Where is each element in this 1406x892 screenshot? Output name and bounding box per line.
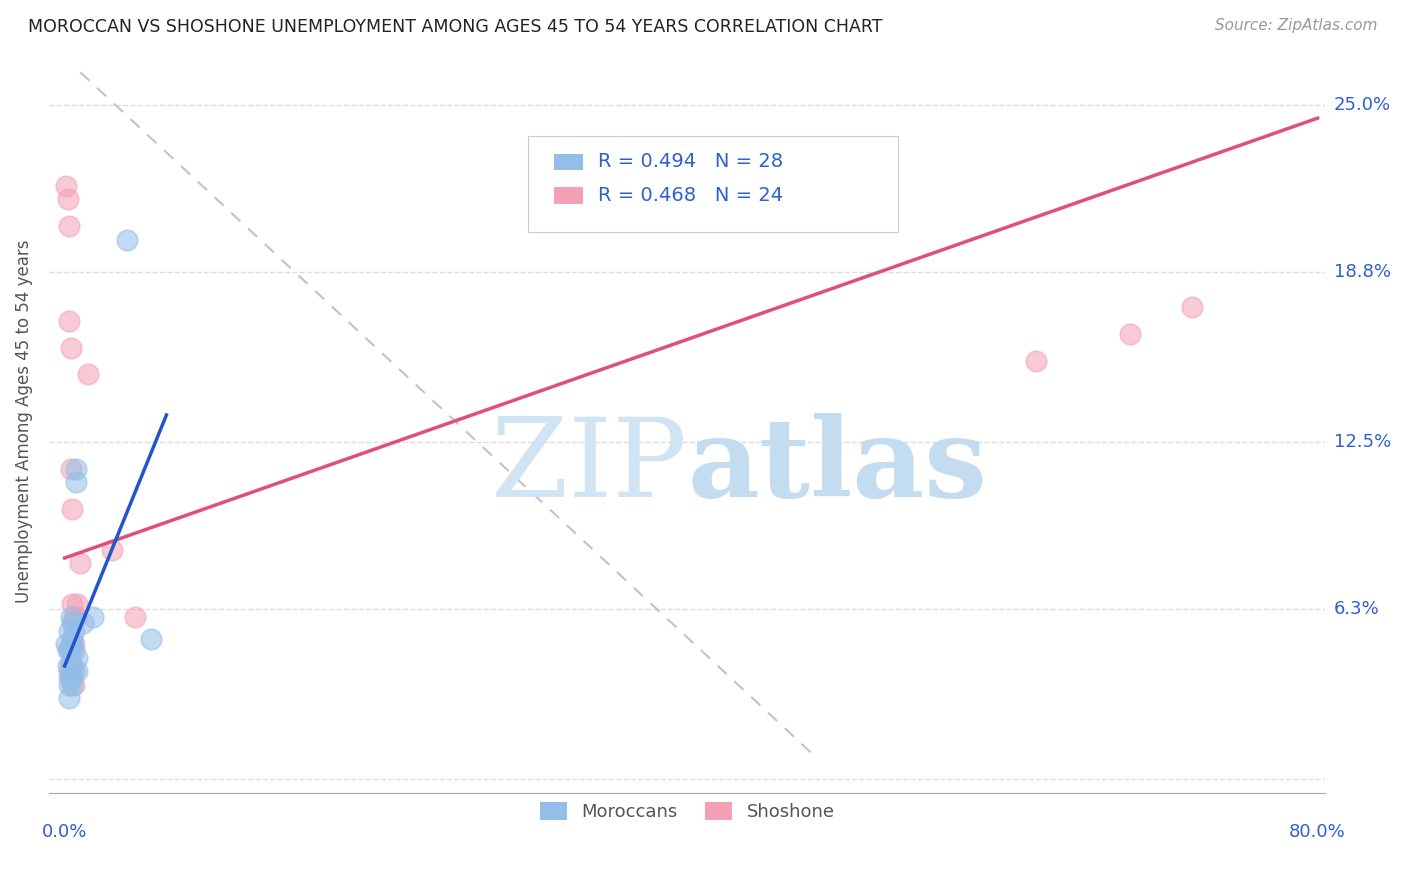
Text: MOROCCAN VS SHOSHONE UNEMPLOYMENT AMONG AGES 45 TO 54 YEARS CORRELATION CHART: MOROCCAN VS SHOSHONE UNEMPLOYMENT AMONG … [28,18,883,36]
Point [62,615,84,630]
Point [58,624,80,638]
Point [124,610,146,624]
Point [58,665,80,679]
Text: ZIP: ZIP [491,413,688,520]
Point [1025,354,1047,368]
Point [66,597,89,611]
Point [58,678,80,692]
Legend: Moroccans, Shoshone: Moroccans, Shoshone [533,795,842,829]
Point [59,642,82,657]
Point [66,665,89,679]
Point [62,670,84,684]
Point [72,615,94,630]
FancyBboxPatch shape [554,187,582,203]
Text: Source: ZipAtlas.com: Source: ZipAtlas.com [1215,18,1378,33]
Point [139,632,162,646]
Point [1118,326,1140,341]
Point [62,597,84,611]
Point [59,462,82,476]
FancyBboxPatch shape [554,153,582,170]
Point [65,462,87,476]
Point [56,192,79,206]
Point [62,502,84,516]
Point [100,542,122,557]
Point [1181,300,1204,314]
Point [63,642,86,657]
Text: atlas: atlas [688,413,987,520]
Point [59,637,82,651]
Point [58,642,80,657]
Point [56,642,79,657]
Point [62,632,84,646]
Point [65,610,87,624]
Point [82,610,104,624]
Point [69,557,91,571]
Point [58,691,80,706]
Point [63,678,86,692]
Point [65,475,87,490]
Point [62,678,84,692]
Point [55,178,77,193]
Point [62,659,84,673]
Point [117,233,139,247]
Point [58,313,80,327]
Text: 25.0%: 25.0% [1334,95,1391,113]
Text: 80.0%: 80.0% [1289,823,1346,841]
Text: R = 0.468   N = 24: R = 0.468 N = 24 [598,186,783,205]
Point [58,219,80,233]
Y-axis label: Unemployment Among Ages 45 to 54 years: Unemployment Among Ages 45 to 54 years [15,240,32,604]
Point [806,205,828,219]
Point [63,637,86,651]
Point [55,637,77,651]
Text: 12.5%: 12.5% [1334,433,1391,451]
Point [66,650,89,665]
Point [59,610,82,624]
Point [59,670,82,684]
Point [63,624,86,638]
Point [63,610,86,624]
Text: 6.3%: 6.3% [1334,600,1379,618]
Point [58,670,80,684]
Text: 0.0%: 0.0% [42,823,87,841]
Point [77,368,100,382]
Point [62,637,84,651]
Text: 18.8%: 18.8% [1334,263,1391,281]
FancyBboxPatch shape [527,136,898,233]
Point [63,665,86,679]
Point [59,341,82,355]
Text: R = 0.494   N = 28: R = 0.494 N = 28 [598,153,783,171]
Point [56,659,79,673]
Point [59,657,82,671]
